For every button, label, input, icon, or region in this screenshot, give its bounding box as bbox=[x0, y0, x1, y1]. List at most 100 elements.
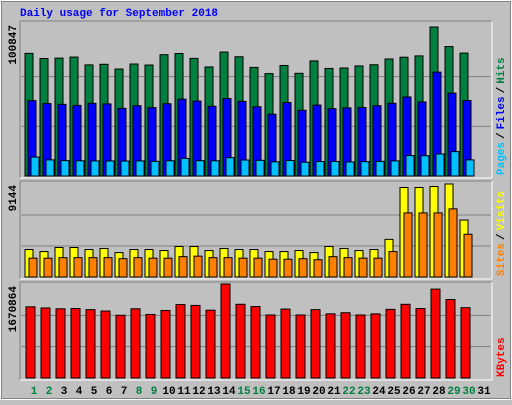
bar bbox=[223, 257, 233, 278]
x-tick-label: 6 bbox=[106, 386, 113, 398]
x-tick-label: 31 bbox=[477, 386, 491, 398]
x-tick-label: 4 bbox=[76, 386, 83, 398]
bar bbox=[448, 208, 458, 278]
legend-separator: / bbox=[496, 233, 508, 240]
bar bbox=[405, 155, 415, 177]
bar bbox=[355, 314, 366, 379]
bar bbox=[193, 255, 203, 278]
bar bbox=[463, 233, 473, 278]
bar bbox=[160, 309, 171, 379]
bar bbox=[103, 257, 113, 278]
bar bbox=[208, 257, 218, 278]
legend: Sites / Visits bbox=[496, 191, 508, 276]
bar bbox=[450, 151, 460, 177]
bar bbox=[265, 314, 276, 379]
bar bbox=[445, 299, 456, 379]
bar bbox=[418, 212, 428, 278]
bar bbox=[390, 160, 400, 177]
x-tick-label: 27 bbox=[417, 386, 430, 398]
bar bbox=[430, 288, 441, 379]
bar bbox=[225, 157, 235, 177]
outer-bevel bbox=[1, 1, 511, 399]
x-tick-label: 16 bbox=[252, 386, 265, 398]
bar bbox=[420, 155, 430, 177]
bar bbox=[465, 159, 475, 177]
legend: Pages / Files / Hits bbox=[496, 57, 508, 175]
bar bbox=[388, 251, 398, 278]
bar bbox=[75, 160, 85, 177]
legend: KBytes bbox=[496, 337, 508, 377]
bar bbox=[28, 257, 38, 278]
y-tick-label: 9144 bbox=[8, 185, 20, 212]
x-tick-label: 7 bbox=[121, 386, 128, 398]
x-tick-label: 14 bbox=[222, 386, 236, 398]
bar bbox=[375, 160, 385, 177]
bar bbox=[55, 308, 66, 379]
bar bbox=[25, 306, 36, 379]
y-tick-label: 100847 bbox=[8, 25, 20, 65]
bar bbox=[385, 308, 396, 379]
bar bbox=[250, 306, 261, 379]
bar bbox=[175, 304, 186, 379]
legend-entry: Visits bbox=[496, 191, 508, 231]
bar bbox=[178, 256, 188, 278]
legend-entry: Files bbox=[496, 96, 508, 129]
x-tick-label: 5 bbox=[91, 386, 98, 398]
x-tick-label: 30 bbox=[462, 386, 475, 398]
bar bbox=[118, 258, 128, 278]
bar bbox=[343, 257, 353, 278]
bar bbox=[205, 309, 216, 379]
bar bbox=[40, 307, 51, 379]
bar bbox=[105, 160, 115, 177]
bar bbox=[255, 159, 265, 177]
bar bbox=[268, 258, 278, 278]
bar bbox=[345, 161, 355, 177]
bar bbox=[280, 308, 291, 379]
bar bbox=[435, 153, 445, 177]
x-tick-label: 22 bbox=[342, 386, 355, 398]
bar bbox=[210, 160, 220, 177]
x-tick-label: 9 bbox=[151, 386, 158, 398]
x-tick-label: 1 bbox=[31, 386, 38, 398]
x-tick-label: 25 bbox=[387, 386, 401, 398]
x-tick-label: 18 bbox=[282, 386, 296, 398]
bar bbox=[130, 308, 141, 379]
bar bbox=[415, 308, 426, 379]
bar bbox=[310, 309, 321, 379]
bar bbox=[73, 257, 83, 278]
x-tick-label: 19 bbox=[297, 386, 310, 398]
x-tick-label: 2 bbox=[46, 386, 53, 398]
bar bbox=[163, 257, 173, 278]
bar bbox=[298, 258, 308, 278]
bar bbox=[400, 303, 411, 379]
x-tick-label: 26 bbox=[402, 386, 415, 398]
bar bbox=[295, 314, 306, 379]
x-tick-label: 15 bbox=[237, 386, 251, 398]
bar bbox=[45, 159, 55, 177]
legend-entry: Pages bbox=[496, 142, 508, 175]
bar bbox=[100, 310, 111, 379]
x-tick-label: 21 bbox=[327, 386, 341, 398]
bar bbox=[300, 161, 310, 177]
bar bbox=[285, 159, 295, 177]
bar bbox=[403, 212, 413, 278]
bar bbox=[60, 160, 70, 177]
bar bbox=[253, 257, 263, 278]
bar bbox=[315, 161, 325, 177]
bar bbox=[195, 160, 205, 177]
bar bbox=[330, 161, 340, 177]
bar bbox=[88, 257, 98, 278]
bar bbox=[240, 159, 250, 177]
legend-entry: KBytes bbox=[496, 337, 508, 377]
bar bbox=[313, 259, 323, 278]
bar bbox=[360, 161, 370, 177]
bar bbox=[328, 256, 338, 278]
x-tick-label: 20 bbox=[312, 386, 325, 398]
x-tick-label: 23 bbox=[357, 386, 371, 398]
bar bbox=[373, 257, 383, 278]
bar bbox=[43, 257, 53, 278]
x-tick-label: 17 bbox=[267, 386, 280, 398]
bar bbox=[70, 308, 81, 379]
x-tick-label: 24 bbox=[372, 386, 386, 398]
